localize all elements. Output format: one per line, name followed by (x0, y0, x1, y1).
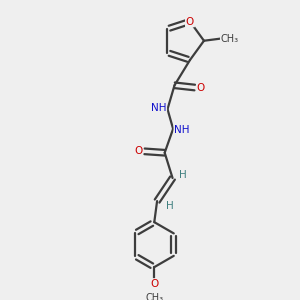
Text: O: O (150, 279, 158, 289)
Text: H: H (166, 201, 174, 211)
Text: H: H (178, 170, 186, 180)
Text: O: O (197, 82, 205, 92)
Text: O: O (186, 16, 194, 26)
Text: NH: NH (151, 103, 166, 113)
Text: CH₃: CH₃ (221, 34, 239, 44)
Text: CH₃: CH₃ (145, 293, 163, 300)
Text: O: O (134, 146, 142, 156)
Text: NH: NH (174, 125, 190, 135)
